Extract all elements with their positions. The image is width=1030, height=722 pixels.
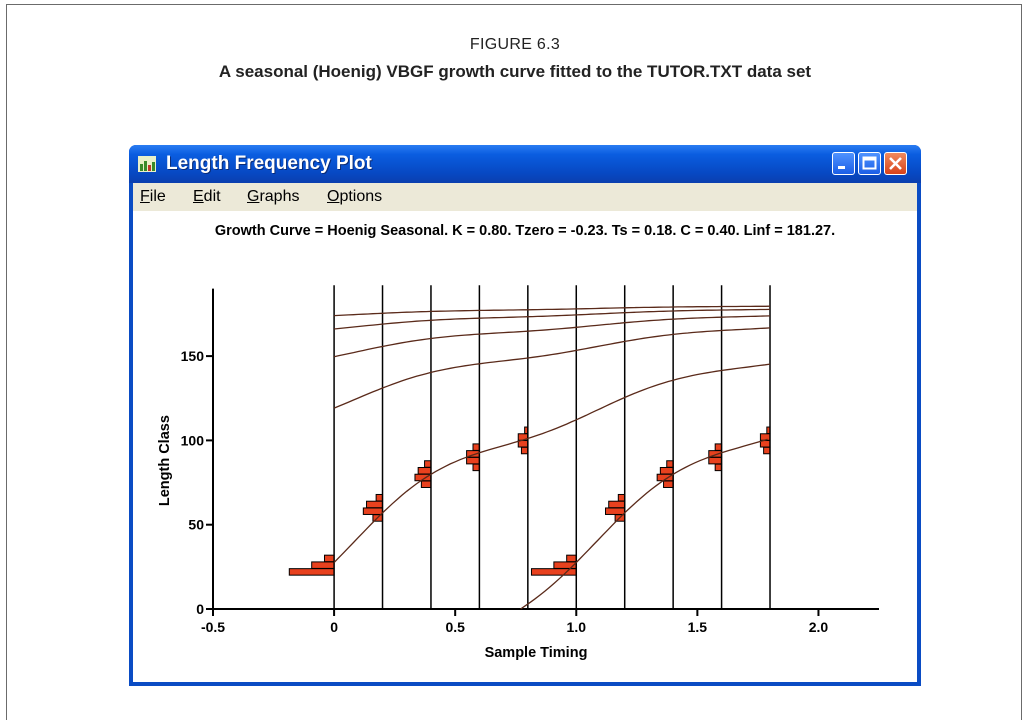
length-frequency-window: Length Frequency Plot File Edit Graphs O… xyxy=(129,145,921,686)
maximize-icon xyxy=(862,156,877,170)
growth-curve xyxy=(520,438,768,610)
x-tick-label: 2.0 xyxy=(809,619,829,635)
frequency-bar xyxy=(617,493,626,502)
x-axis-title: Sample Timing xyxy=(485,645,588,661)
minimize-icon xyxy=(838,166,845,169)
frequency-bar xyxy=(714,463,723,472)
frequency-bar xyxy=(708,456,723,465)
frequency-bar xyxy=(605,507,626,515)
close-button[interactable] xyxy=(884,152,907,175)
minimize-button[interactable] xyxy=(832,152,855,175)
maximize-button[interactable] xyxy=(858,152,881,175)
frequency-bar xyxy=(288,568,335,576)
growth-curve xyxy=(333,315,771,358)
growth-curve xyxy=(333,327,771,409)
frequency-bar xyxy=(566,554,577,563)
frequency-bar xyxy=(714,443,723,451)
frequency-bar xyxy=(466,456,480,465)
frequency-bar xyxy=(375,493,384,502)
menu-edit[interactable]: Edit xyxy=(193,188,221,205)
x-tick-label: 1.5 xyxy=(688,619,708,635)
growth-curve xyxy=(334,308,771,330)
frequency-bar xyxy=(763,446,771,455)
frequency-bar xyxy=(659,466,674,475)
menu-graphs[interactable]: Graphs xyxy=(247,188,300,205)
growth-curve-header: Growth Curve = Hoenig Seasonal. K = 0.80… xyxy=(214,223,836,239)
plot-area: Growth Curve = Hoenig Seasonal. K = 0.80… xyxy=(133,211,917,682)
window-title: Length Frequency Plot xyxy=(166,153,372,174)
y-tick-label: 0 xyxy=(196,601,204,617)
frequency-bar xyxy=(311,561,335,569)
y-tick-label: 150 xyxy=(181,348,205,364)
figure-label: FIGURE 6.3 xyxy=(469,36,561,53)
frequency-bar xyxy=(323,554,335,563)
x-tick-label: -0.5 xyxy=(201,619,225,635)
frequency-bar xyxy=(366,500,384,509)
x-tick-label: 0.5 xyxy=(445,619,465,635)
y-axis-title: Length Class xyxy=(157,415,173,506)
frequency-bar xyxy=(520,446,529,455)
frequency-bar xyxy=(472,463,480,472)
menu-bar: File Edit Graphs Options xyxy=(133,183,917,211)
frequency-bar xyxy=(666,460,674,468)
frequency-bar xyxy=(362,507,384,515)
menu-options[interactable]: Options xyxy=(327,188,383,205)
x-tick-label: 0 xyxy=(330,619,338,635)
frequency-bar xyxy=(472,443,480,451)
close-icon xyxy=(889,157,902,170)
frequency-bar xyxy=(420,480,432,488)
chart-icon xyxy=(138,156,156,172)
y-tick-label: 50 xyxy=(188,517,204,533)
x-tick-label: 1.0 xyxy=(567,619,587,635)
frequency-bar xyxy=(417,466,432,475)
growth-curve xyxy=(333,363,771,563)
frequency-bar xyxy=(663,480,674,488)
y-tick-label: 100 xyxy=(181,432,205,448)
growth-curve xyxy=(334,305,771,317)
window-titlebar[interactable]: Length Frequency Plot xyxy=(129,145,921,183)
frequency-bar xyxy=(424,460,432,468)
figure-title: A seasonal (Hoenig) VBGF growth curve fi… xyxy=(218,62,812,81)
page-border xyxy=(6,4,1022,720)
menu-file[interactable]: File xyxy=(140,188,166,205)
frequency-bar xyxy=(608,500,626,509)
length-frequency-chart: -0.5 0 0.5 1.0 1.5 2.0 0 50 100 150 Sample Timing L… xyxy=(157,285,879,661)
